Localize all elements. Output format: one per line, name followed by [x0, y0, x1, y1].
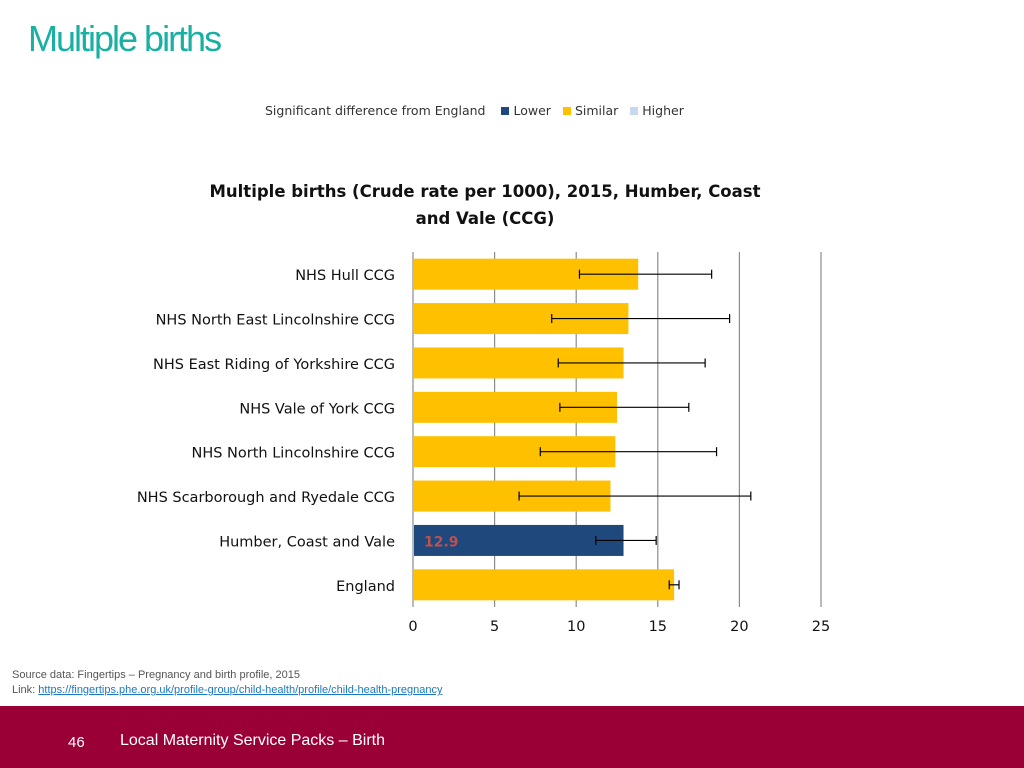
x-tick-label: 20	[730, 619, 748, 635]
category-label: Humber, Coast and Vale	[219, 534, 395, 550]
legend-text-similar: Similar	[574, 103, 619, 118]
legend-label: Significant difference from England	[265, 103, 486, 118]
x-tick-label: 5	[490, 619, 499, 635]
source-note: Source data: Fingertips – Pregnancy and …	[12, 668, 442, 698]
legend-text-lower: Lower	[513, 103, 551, 118]
legend-swatch-lower	[501, 106, 510, 115]
legend-item-lower: Lower	[501, 103, 551, 118]
bar	[414, 569, 675, 601]
x-tick-label: 15	[649, 619, 667, 635]
category-label: NHS Vale of York CCG	[239, 401, 395, 417]
footer-bar: 46 Local Maternity Service Packs – Birth	[0, 706, 1024, 768]
legend-item-similar: Similar	[562, 103, 619, 118]
chart-title-line-1: Multiple births (Crude rate per 1000), 2…	[209, 182, 761, 201]
chart-title: Multiple births (Crude rate per 1000), 2…	[205, 178, 765, 232]
legend-item-higher: Higher	[630, 103, 684, 118]
legend-swatch-higher	[630, 106, 639, 115]
source-link-prefix: Link:	[12, 684, 39, 696]
category-label: NHS East Riding of Yorkshire CCG	[153, 357, 395, 373]
source-data-text: Source data: Fingertips – Pregnancy and …	[12, 669, 301, 681]
source-link[interactable]: https://fingertips.phe.org.uk/profile-gr…	[38, 684, 443, 696]
data-label: 12.9	[424, 534, 459, 550]
category-label: NHS Scarborough and Ryedale CCG	[137, 490, 395, 506]
category-label: NHS Hull CCG	[295, 268, 395, 284]
page-number: 46	[68, 734, 85, 751]
legend-swatch-similar	[562, 106, 571, 115]
page-title: Multiple births	[28, 18, 222, 59]
x-tick-label: 10	[567, 619, 585, 635]
bar-chart: NHS Hull CCG NHS North East Lincolnshire …	[137, 252, 830, 635]
chart-title-line-2: and Vale (CCG)	[415, 209, 555, 228]
x-tick-label: 0	[408, 619, 417, 635]
bar	[414, 524, 624, 556]
footer-text: Local Maternity Service Packs – Birth	[120, 732, 385, 749]
legend-text-higher: Higher	[642, 103, 684, 118]
category-label: NHS North Lincolnshire CCG	[191, 446, 395, 462]
category-label: NHS North East Lincolnshire CCG	[156, 313, 395, 329]
category-label: England	[336, 579, 395, 595]
legend: Significant difference from England Lowe…	[265, 103, 696, 118]
source-link-line: Link: https://fingertips.phe.org.uk/prof…	[12, 683, 442, 698]
x-tick-label: 25	[812, 619, 830, 635]
